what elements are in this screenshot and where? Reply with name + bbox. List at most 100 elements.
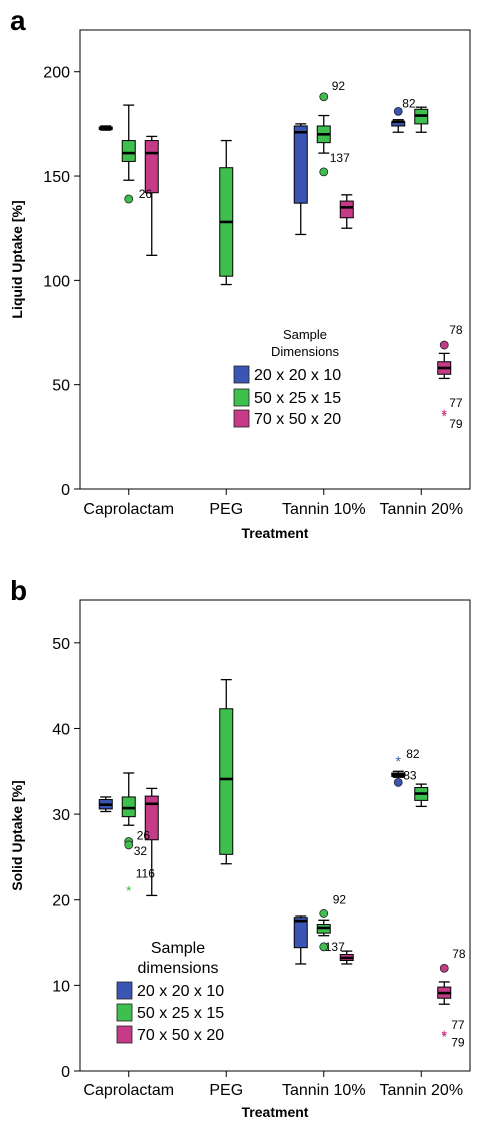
extreme-79: *	[442, 1029, 448, 1045]
y-tick-label: 0	[61, 482, 70, 499]
outlier-label-32: 32	[134, 844, 148, 858]
outlier-label-82: 82	[406, 747, 420, 761]
box-body	[293, 125, 308, 204]
legend-label-1: 50 x 25 x 15	[137, 1005, 224, 1022]
extreme-116: *	[126, 882, 132, 898]
outlier-label-137: 137	[330, 151, 350, 165]
x-tick-label-tannin-20: Tannin 20%	[379, 501, 463, 518]
outlier-label-26: 26	[137, 828, 151, 842]
box-body	[144, 795, 159, 841]
box-caprolactam-series-0	[98, 796, 113, 813]
y-tick-label: 50	[52, 378, 70, 395]
legend-title-line: dimensions	[138, 960, 219, 977]
box-tannin-10-series-2	[339, 194, 354, 229]
box-body	[144, 140, 159, 194]
x-tick-label-caprolactam: Caprolactam	[83, 501, 174, 518]
outlier-label-137: 137	[325, 940, 345, 954]
x-axis-title: Treatment	[242, 1104, 309, 1120]
y-tick-label: 100	[43, 273, 70, 290]
legend-swatch-2	[116, 1025, 133, 1044]
box-tannin-10-series-0	[293, 123, 308, 236]
outlier-label-78: 78	[449, 323, 463, 337]
extreme-77: *	[442, 406, 448, 422]
chart-panel-b: b 0 10 20 30 40 50 Caprolactam PEG Tannin 10% Tann…	[0, 568, 498, 1123]
chart-panel-a: a 0 50 100 150 200 Caprolactam PEG Tannin 10% Tan…	[0, 0, 498, 555]
y-axis-title: Solid Uptake [%]	[9, 780, 25, 890]
legend-label-2: 70 x 50 x 20	[254, 411, 341, 428]
outlier-83	[393, 778, 403, 787]
outlier-label-82: 82	[402, 96, 416, 110]
legend-label-1: 50 x 25 x 15	[254, 390, 341, 407]
outlier-label-79: 79	[449, 417, 463, 431]
box-tannin-20-series-0	[391, 770, 406, 778]
x-tick-label-peg: PEG	[209, 501, 243, 518]
y-tick-label: 20	[52, 893, 70, 910]
extreme-77: *	[442, 1027, 448, 1043]
box-caprolactam-series-2	[144, 787, 159, 897]
y-tick-label: 200	[43, 65, 70, 82]
box-caprolactam-series-2	[144, 135, 159, 256]
outlier-label-26: 26	[139, 187, 153, 201]
box-body	[219, 708, 234, 855]
outlier-92	[319, 909, 329, 918]
y-tick-label: 30	[52, 807, 70, 824]
x-axis-title: Treatment	[242, 525, 309, 541]
outlier-32	[124, 840, 134, 850]
box-tannin-10-series-1	[316, 114, 331, 154]
outlier-label-92: 92	[333, 892, 347, 906]
legend-swatch-2	[233, 409, 250, 428]
box-body	[293, 917, 308, 949]
legend-label-2: 70 x 50 x 20	[137, 1027, 224, 1044]
box-tannin-10-series-2	[339, 950, 354, 965]
outlier-label-77: 77	[449, 396, 463, 410]
outlier-label-83: 83	[403, 768, 417, 782]
legend-swatch-1	[233, 388, 250, 407]
outlier-label-92: 92	[332, 79, 346, 93]
box-caprolactam-series-0	[98, 125, 113, 131]
panel-letter: a	[10, 5, 26, 36]
extreme-79: *	[442, 408, 448, 424]
outlier-92	[319, 92, 329, 102]
plot-frame	[79, 29, 471, 490]
legend-swatch-0	[233, 365, 250, 384]
legend-title-line: Sample	[283, 327, 327, 342]
legend-swatch-0	[116, 981, 133, 1000]
panel-letter: b	[10, 575, 27, 606]
solid-uptake-boxplot: b 0 10 20 30 40 50 Caprolactam PEG Tannin 10% Tann…	[9, 575, 471, 1120]
box-caprolactam-series-1	[121, 772, 136, 826]
x-tick-label-peg: PEG	[209, 1082, 243, 1099]
legend-label-0: 20 x 20 x 10	[137, 983, 224, 1000]
outlier-label-78: 78	[452, 947, 466, 961]
box-caprolactam-series-1	[121, 104, 136, 181]
legend-swatch-1	[116, 1003, 133, 1022]
box-tannin-10-series-0	[293, 915, 308, 965]
y-tick-label: 10	[52, 978, 70, 995]
box-peg-series-1	[219, 678, 234, 865]
legend-label-0: 20 x 20 x 10	[254, 367, 341, 384]
outlier-26	[124, 194, 134, 204]
box-tannin-20-series-2	[437, 352, 452, 380]
box-body	[121, 140, 136, 162]
outlier-82	[393, 106, 403, 116]
x-tick-label-caprolactam: Caprolactam	[83, 1082, 174, 1099]
box-tannin-20-series-2	[437, 981, 452, 1005]
box-tannin-20-series-0	[391, 119, 406, 133]
box-body	[339, 200, 354, 219]
y-tick-label: 50	[52, 636, 70, 653]
legend-title-line: Dimensions	[271, 344, 339, 359]
y-tick-label: 0	[61, 1064, 70, 1081]
outlier-137	[319, 167, 329, 177]
box-tannin-20-series-1	[414, 106, 429, 133]
outlier-label-116: 116	[136, 866, 155, 880]
legend-title-line: Sample	[151, 940, 205, 957]
outlier-137	[319, 942, 329, 952]
liquid-uptake-boxplot: a 0 50 100 150 200 Caprolactam PEG Tannin 10% Tan…	[9, 5, 471, 541]
box-tannin-10-series-1	[316, 919, 331, 937]
plot-frame	[79, 599, 471, 1072]
legend: Sample dimensions 20 x 20 x 10 50 x 25 x 15…	[116, 940, 224, 1044]
box-peg-series-1	[219, 139, 234, 286]
outlier-78	[439, 340, 449, 350]
outlier-78	[439, 963, 449, 973]
x-tick-label-tannin-10: Tannin 10%	[282, 1082, 366, 1099]
x-tick-label-tannin-20: Tannin 20%	[379, 1082, 463, 1099]
